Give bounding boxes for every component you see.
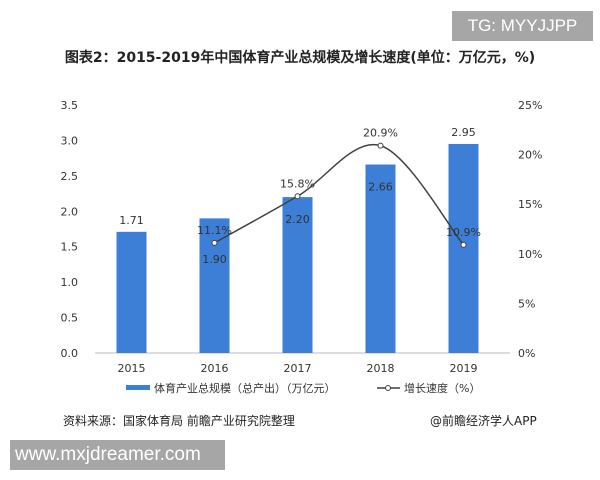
credit: @前瞻经济学人APP	[430, 414, 537, 428]
right-tick-label: 0%	[518, 347, 535, 360]
growth-label: 15.8%	[280, 177, 315, 190]
left-tick-label: 2.0	[61, 205, 79, 218]
bar	[448, 143, 479, 353]
bar	[116, 231, 147, 353]
bar	[365, 164, 396, 353]
left-tick-label: 1.0	[61, 276, 79, 289]
legend-line-label: 增长速度（%）	[404, 381, 480, 395]
left-tick-label: 2.5	[61, 170, 79, 183]
legend-bar-swatch	[126, 385, 150, 390]
growth-point	[211, 239, 218, 246]
chart-title: 图表2：2015-2019年中国体育产业总规模及增长速度(单位：万亿元，%)	[64, 50, 536, 66]
growth-label: 20.9%	[363, 127, 398, 140]
left-tick-label: 0.0	[61, 347, 79, 360]
bar-label: 1.71	[119, 214, 144, 227]
x-tick-label: 2018	[367, 362, 395, 375]
bar	[199, 218, 230, 353]
bar-label: 2.20	[285, 213, 310, 226]
x-tick-label: 2015	[118, 362, 146, 375]
growth-line	[214, 143, 465, 246]
watermark-top: TG: MYYJJPP	[452, 11, 593, 41]
bar-label: 2.66	[368, 181, 393, 194]
x-tick-label: 2019	[450, 362, 478, 375]
bar	[282, 197, 313, 353]
watermark-bottom: www.mxjdreamer.com	[10, 440, 225, 470]
x-tick-label: 2017	[284, 362, 312, 375]
legend-bar-label: 体育产业总规模（总产出）（万亿元）	[154, 381, 336, 395]
chart: 0.0 0.5 1.0 1.5 2.0 2.5 3.0 3.5 0% 5% 10% 15% 20% 25%…	[61, 99, 543, 395]
x-tick-label: 2016	[201, 362, 229, 375]
growth-point	[294, 193, 301, 200]
right-tick-label: 5%	[518, 297, 535, 310]
growth-label: 11.1%	[197, 224, 232, 237]
legend-line-marker	[385, 385, 391, 391]
right-tick-label: 20%	[518, 149, 542, 162]
right-tick-label: 25%	[518, 99, 542, 112]
left-tick-label: 3.5	[61, 99, 79, 112]
growth-point	[460, 241, 467, 248]
growth-label: 10.9%	[446, 226, 481, 239]
right-tick-label: 15%	[518, 198, 542, 211]
bar-label: 1.90	[202, 253, 227, 266]
left-tick-label: 1.5	[61, 241, 79, 254]
bar-label: 2.95	[451, 126, 476, 139]
left-tick-label: 0.5	[61, 312, 79, 325]
left-tick-label: 3.0	[61, 134, 79, 147]
source-note: 资料来源：国家体育局 前瞻产业研究院整理	[63, 414, 295, 428]
growth-point	[377, 142, 384, 149]
right-tick-label: 10%	[518, 248, 542, 261]
